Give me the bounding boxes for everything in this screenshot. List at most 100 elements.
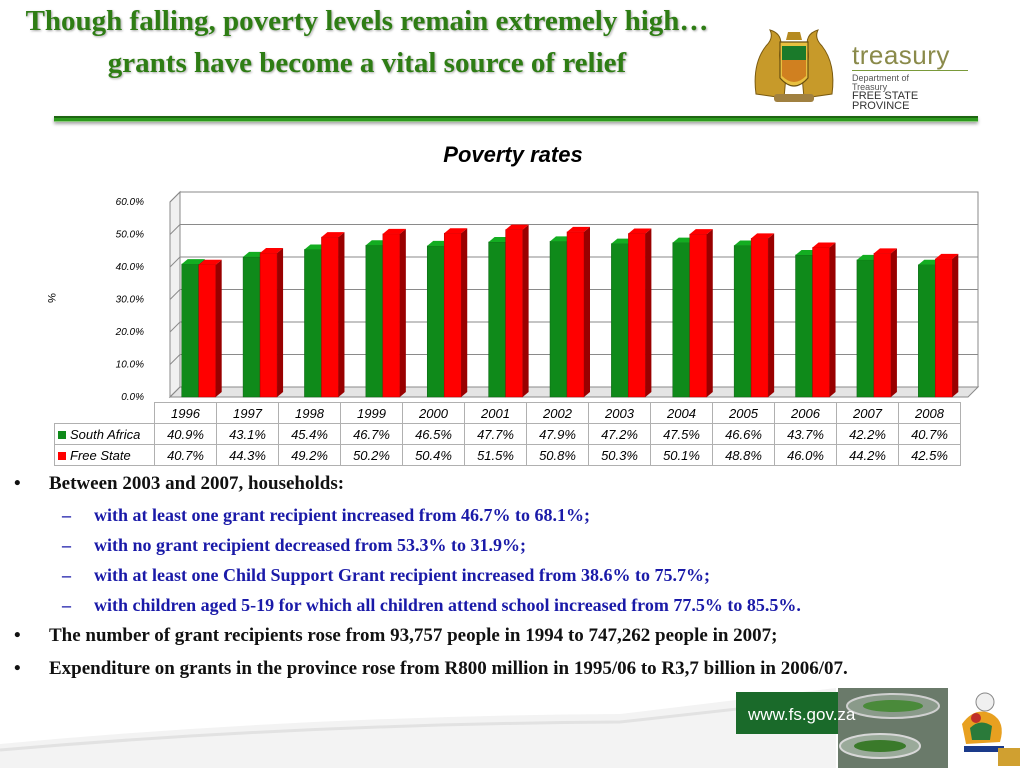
table-value-free-state-1997: 44.3% bbox=[216, 444, 279, 466]
bullet-expenditure: • Expenditure on grants in the province r… bbox=[14, 655, 1014, 685]
logo-treasury: Treasury bbox=[852, 82, 888, 92]
bar-south-africa-2000 bbox=[426, 245, 445, 398]
table-value-south-africa-1996: 40.9% bbox=[154, 423, 217, 445]
bar-south-africa-1996 bbox=[181, 263, 199, 398]
bar-side-free-state-1999 bbox=[399, 228, 406, 397]
bar-side-free-state-1998 bbox=[338, 232, 345, 397]
table-year-2002: 2002 bbox=[526, 402, 589, 424]
bullet-list: • Between 2003 and 2007, households: – wit… bbox=[14, 470, 1014, 685]
bar-free-state-1999 bbox=[382, 233, 401, 398]
sub-bullet-no-grant: – with no grant recipient decreased from … bbox=[14, 530, 1014, 560]
bar-free-state-2008 bbox=[935, 258, 953, 398]
gridline-diagonal bbox=[169, 386, 181, 398]
y-tick-label: 40.0% bbox=[116, 262, 144, 273]
website-link[interactable]: www.fs.gov.za bbox=[748, 705, 856, 724]
coat-of-arms-icon bbox=[754, 29, 834, 102]
legend-key-free-state bbox=[58, 451, 66, 460]
bar-south-africa-1997 bbox=[242, 256, 261, 398]
bar-free-state-2004 bbox=[689, 233, 708, 398]
logo-department: Department of bbox=[852, 73, 910, 83]
bar-free-state-2001 bbox=[505, 229, 523, 398]
bullet-text: Between 2003 and 2007, households: bbox=[49, 473, 345, 494]
logo-divider bbox=[852, 70, 968, 71]
table-value-free-state-2000: 50.4% bbox=[402, 444, 465, 466]
legend-free-state: Free State bbox=[54, 444, 155, 466]
bar-free-state-2002 bbox=[566, 231, 585, 398]
table-value-south-africa-2007: 42.2% bbox=[836, 423, 899, 445]
bar-top-free-state-1998 bbox=[321, 232, 345, 238]
bar-side-free-state-2005 bbox=[768, 233, 775, 397]
table-value-south-africa-2005: 46.6% bbox=[712, 423, 775, 445]
bar-top-free-state-2005 bbox=[751, 233, 775, 239]
table-header-row: 1996 1997 1998 1999 2000 2001 2002 2003 2004 2005… bbox=[54, 402, 961, 424]
bar-free-state-1997 bbox=[259, 252, 278, 398]
chart-title: Poverty rates bbox=[443, 142, 582, 167]
bar-top-free-state-2006 bbox=[812, 242, 836, 248]
table-year-2007: 2007 bbox=[836, 402, 899, 424]
table-value-free-state-1999: 50.2% bbox=[340, 444, 403, 466]
sub-bullet-child-support: – with at least one Child Support Grant r… bbox=[14, 560, 1014, 590]
table-value-free-state-2008: 42.5% bbox=[898, 444, 961, 466]
table-year-2006: 2006 bbox=[774, 402, 837, 424]
bar-side-free-state-2004 bbox=[706, 229, 713, 397]
bar-south-africa-2004 bbox=[672, 242, 691, 398]
table-year-1997: 1997 bbox=[216, 402, 279, 424]
table-value-free-state-2007: 44.2% bbox=[836, 444, 899, 466]
bar-south-africa-1999 bbox=[365, 244, 384, 398]
bar-side-free-state-2006 bbox=[829, 242, 836, 397]
bar-top-free-state-2000 bbox=[444, 228, 468, 234]
table-year-1999: 1999 bbox=[340, 402, 403, 424]
series-name-free-state: Free State bbox=[70, 447, 131, 463]
y-tick-label: 30.0% bbox=[116, 295, 144, 306]
table-year-1998: 1998 bbox=[278, 402, 341, 424]
bar-side-free-state-1996 bbox=[215, 259, 222, 397]
treasury-logo: treasury Department of Treasury FREE STA… bbox=[744, 24, 972, 112]
logo-wordmark: treasury bbox=[852, 40, 950, 70]
table-row-south-africa: South Africa 40.9% 43.1% 45.4% 46.7% 46.5% 47… bbox=[54, 423, 961, 445]
legend-key-south-africa bbox=[58, 430, 66, 439]
chart-bars bbox=[181, 224, 959, 398]
chart-data-table: 1996 1997 1998 1999 2000 2001 2002 2003 2004 2005… bbox=[54, 402, 961, 466]
table-corner bbox=[54, 402, 155, 424]
bullet-mark: • bbox=[14, 473, 21, 494]
table-year-2005: 2005 bbox=[712, 402, 775, 424]
bar-top-free-state-2001 bbox=[505, 224, 529, 230]
y-axis-label: % bbox=[45, 293, 57, 303]
table-value-south-africa-2004: 47.5% bbox=[650, 423, 713, 445]
sub-bullet-text: with at least one Child Support Grant re… bbox=[94, 565, 710, 585]
sub-bullet-grant-recipient: – with at least one grant recipient incre… bbox=[14, 500, 1014, 530]
table-value-south-africa-2002: 47.9% bbox=[526, 423, 589, 445]
bar-free-state-2000 bbox=[443, 232, 462, 398]
table-value-free-state-2001: 51.5% bbox=[464, 444, 527, 466]
bar-south-africa-2001 bbox=[488, 241, 506, 398]
y-tick-label: 20.0% bbox=[115, 327, 144, 338]
table-year-2001: 2001 bbox=[464, 402, 527, 424]
bar-free-state-2005 bbox=[750, 238, 769, 398]
bullet-mark: • bbox=[14, 658, 21, 679]
gridline-diagonal bbox=[169, 354, 181, 365]
bar-top-free-state-2008 bbox=[935, 253, 959, 259]
bar-free-state-2006 bbox=[812, 247, 830, 398]
gridline-diagonal bbox=[169, 289, 181, 300]
bullet-text: The number of grant recipients rose from… bbox=[49, 625, 778, 646]
table-value-free-state-1996: 40.7% bbox=[154, 444, 217, 466]
table-value-free-state-2005: 48.8% bbox=[712, 444, 775, 466]
sub-bullet-text: with no grant recipient decreased from 5… bbox=[94, 535, 526, 555]
bar-south-africa-2006 bbox=[795, 254, 813, 398]
bar-side-free-state-2000 bbox=[461, 228, 468, 397]
bullet-households: • Between 2003 and 2007, households: bbox=[14, 470, 1014, 500]
bar-side-free-state-2008 bbox=[952, 253, 959, 397]
bar-south-africa-1998 bbox=[304, 249, 322, 398]
stadium-photo-icon bbox=[839, 693, 940, 759]
bullet-text: Expenditure on grants in the province ro… bbox=[49, 658, 848, 679]
gridline-diagonal bbox=[169, 321, 181, 333]
bar-free-state-2007 bbox=[873, 253, 892, 398]
table-value-south-africa-2003: 47.2% bbox=[588, 423, 651, 445]
table-value-south-africa-1998: 45.4% bbox=[278, 423, 341, 445]
y-tick-label: 10.0% bbox=[116, 360, 144, 371]
dash-mark: – bbox=[62, 565, 71, 585]
sub-bullet-text: with at least one grant recipient increa… bbox=[94, 505, 590, 525]
bar-south-africa-2003 bbox=[611, 243, 629, 398]
gridline-diagonal bbox=[169, 224, 181, 235]
bar-top-free-state-2003 bbox=[628, 228, 652, 234]
